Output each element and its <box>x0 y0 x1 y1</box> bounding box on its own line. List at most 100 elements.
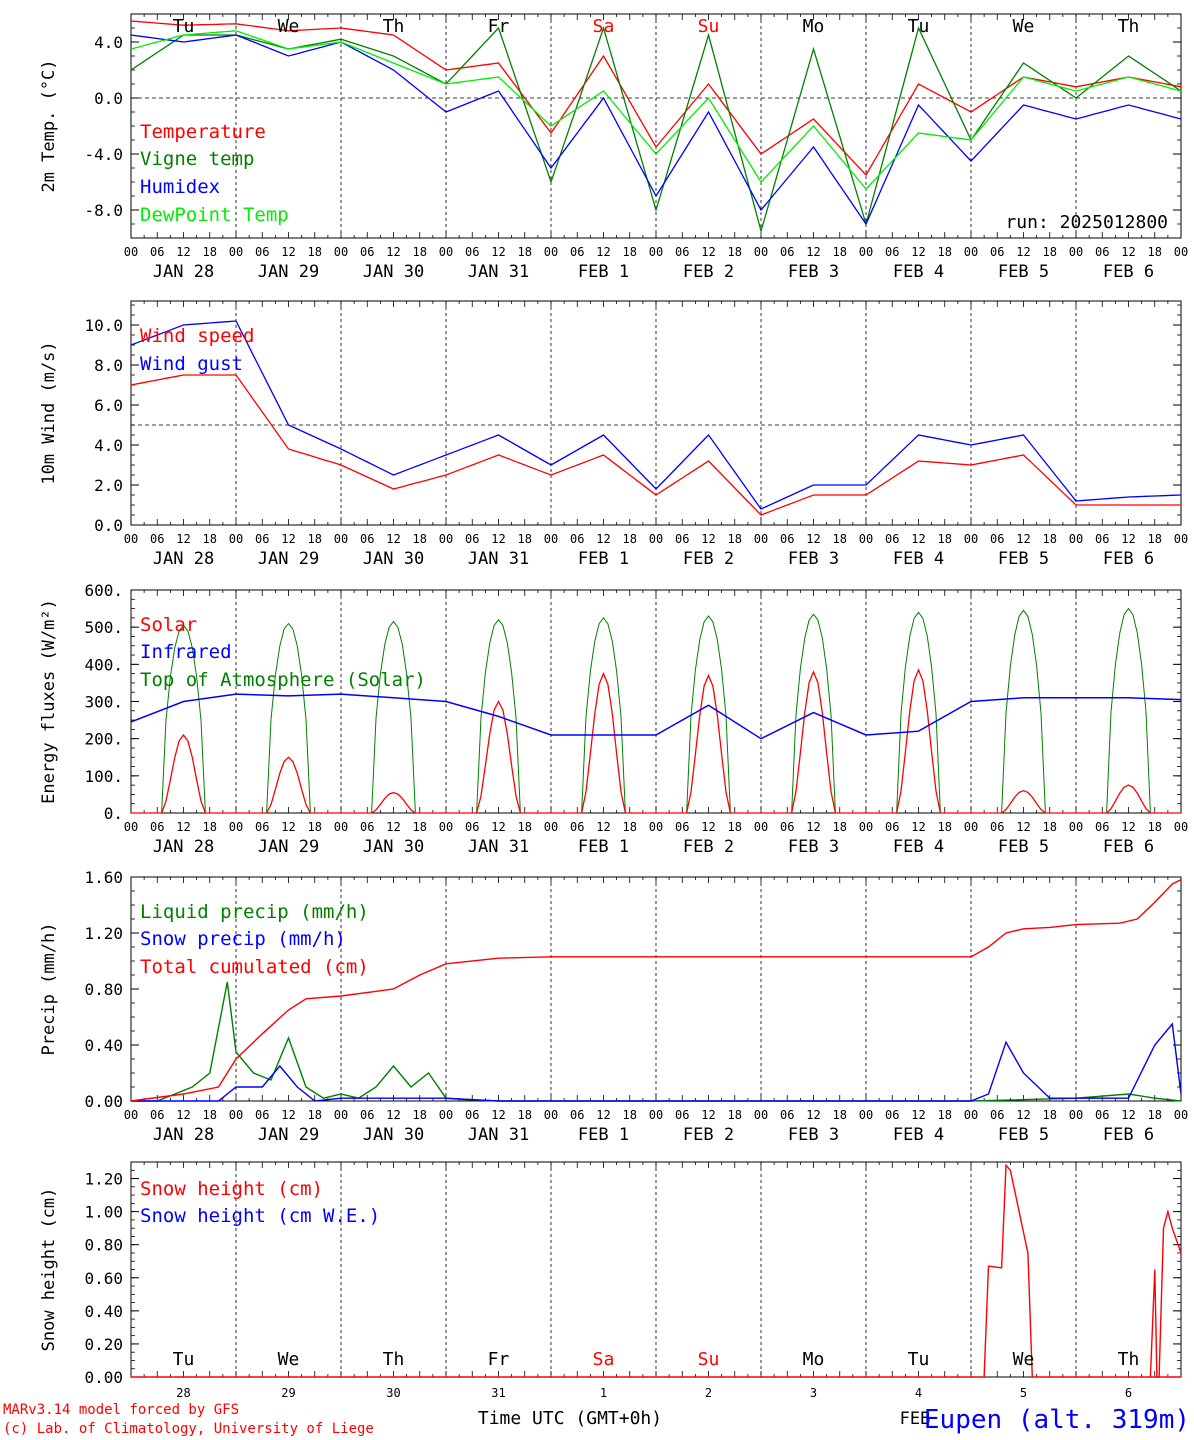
hour-tick-label: 12 <box>911 245 925 259</box>
date-label: FEB 6 <box>1103 549 1154 569</box>
date-label: JAN 31 <box>468 1125 529 1145</box>
hour-tick-label: 00 <box>439 820 453 834</box>
y-tick-label: 0.80 <box>84 1236 123 1255</box>
day-number-label: 28 <box>176 1386 190 1400</box>
hour-tick-label: 18 <box>1043 532 1057 546</box>
y-tick-label: 0.0 <box>94 516 123 535</box>
y-tick-label: 0. <box>104 804 123 823</box>
y-tick-label: 0.00 <box>84 1368 123 1387</box>
hour-tick-label: 06 <box>675 532 689 546</box>
hour-tick-label: 06 <box>360 532 374 546</box>
date-label: FEB 3 <box>788 837 839 857</box>
temperature-panel: 4.0 0.0 -4.0 -8.0 2m Temp. (°C) 00 06 12 18 00 06 1… <box>39 13 1188 282</box>
y-tick-label: 300. <box>84 693 123 712</box>
hour-tick-label: 12 <box>911 1108 925 1122</box>
legend-entry: Liquid precip (mm/h) <box>140 901 369 923</box>
hour-tick-label: 00 <box>649 1108 663 1122</box>
series-line <box>131 1022 1182 1102</box>
hour-tick-label: 00 <box>544 532 558 546</box>
hour-tick-label: 12 <box>596 1108 610 1122</box>
y-axis-label: 2m Temp. (°C) <box>39 59 59 192</box>
day-number-label: 6 <box>1125 1386 1132 1400</box>
hour-tick-label: 18 <box>203 1108 217 1122</box>
hour-tick-label: 18 <box>938 532 952 546</box>
hour-tick-label: 18 <box>413 245 427 259</box>
hour-tick-label: 06 <box>1095 245 1109 259</box>
hour-tick-label: 18 <box>728 245 742 259</box>
energy-panel: 600. 500. 400. 300. 200. 100. 0. Energy fluxes … <box>39 581 1188 857</box>
hour-tick-label: 12 <box>1016 1108 1030 1122</box>
hour-tick-label: 12 <box>1121 532 1135 546</box>
date-label: FEB 2 <box>683 1125 734 1145</box>
hour-tick-label: 18 <box>308 1108 322 1122</box>
weekday-label: We <box>278 1349 300 1370</box>
y-tick-label: 0.60 <box>84 1269 123 1288</box>
hour-tick-label: 00 <box>1174 532 1188 546</box>
hour-tick-label: 00 <box>964 1108 978 1122</box>
day-number-label: 29 <box>281 1386 295 1400</box>
hour-tick-label: 00 <box>544 245 558 259</box>
date-label: FEB 4 <box>893 837 944 857</box>
weekday-label: Sa <box>593 16 615 37</box>
hour-tick-label: 18 <box>1043 1108 1057 1122</box>
hour-tick-label: 12 <box>1016 245 1030 259</box>
hour-tick-label: 06 <box>1095 820 1109 834</box>
series-line <box>130 879 1182 1102</box>
hour-tick-label: 06 <box>990 820 1004 834</box>
y-tick-label: 10.0 <box>84 316 123 335</box>
legend-entry: Snow height (cm) <box>140 1178 323 1200</box>
date-label: JAN 30 <box>363 837 424 857</box>
hour-tick-label: 12 <box>701 532 715 546</box>
hour-tick-label: 06 <box>1095 1108 1109 1122</box>
y-tick-label: 1.00 <box>84 1203 123 1222</box>
hour-tick-label: 12 <box>281 245 295 259</box>
hour-tick-label: 00 <box>229 1108 243 1122</box>
date-label: FEB 5 <box>998 837 1049 857</box>
legend-entry: Wind speed <box>140 325 254 347</box>
date-label: JAN 28 <box>153 549 214 569</box>
hour-tick-label: 12 <box>386 820 400 834</box>
hour-tick-label: 18 <box>1148 245 1162 259</box>
hour-tick-label: 12 <box>176 820 190 834</box>
snow-panel: 1.20 1.00 0.80 0.60 0.40 0.20 0.00 Snow height … <box>39 1161 1182 1400</box>
hour-tick-label: 06 <box>990 245 1004 259</box>
hour-tick-label: 06 <box>465 1108 479 1122</box>
hour-tick-label: 12 <box>806 820 820 834</box>
y-tick-label: 100. <box>84 767 123 786</box>
hour-tick-label: 06 <box>675 245 689 259</box>
hour-tick-label: 18 <box>1148 532 1162 546</box>
hour-tick-label: 12 <box>911 532 925 546</box>
hour-tick-label: 18 <box>728 1108 742 1122</box>
run-label: run: 2025012800 <box>1005 212 1168 233</box>
hour-tick-label: 18 <box>308 245 322 259</box>
weekday-label: Tu <box>173 16 195 37</box>
y-tick-label: 6.0 <box>94 396 123 415</box>
hour-tick-label: 18 <box>1148 1108 1162 1122</box>
hour-tick-label: 18 <box>938 1108 952 1122</box>
date-label: FEB 6 <box>1103 262 1154 282</box>
legend-entry: Vigne temp <box>140 148 254 170</box>
hour-tick-label: 18 <box>938 820 952 834</box>
hour-tick-label: 12 <box>491 532 505 546</box>
hour-tick-label: 00 <box>1174 245 1188 259</box>
hour-tick-label: 18 <box>203 820 217 834</box>
hour-tick-label: 00 <box>334 1108 348 1122</box>
y-tick-label: 4.0 <box>94 33 123 52</box>
hour-tick-label: 00 <box>964 820 978 834</box>
weekday-label: Mo <box>803 16 825 37</box>
day-number-label: 2 <box>705 1386 712 1400</box>
hour-tick-label: 06 <box>570 532 584 546</box>
date-label: JAN 29 <box>258 549 319 569</box>
hour-tick-label: 18 <box>413 1108 427 1122</box>
date-label: FEB 2 <box>683 837 734 857</box>
y-tick-label: 1.20 <box>84 1170 123 1189</box>
day-number-label: 3 <box>810 1386 817 1400</box>
precip-panel: 1.60 1.20 0.80 0.40 0.00 Precip (mm/h) 00 06 12 1… <box>39 868 1188 1145</box>
hour-tick-label: 06 <box>570 1108 584 1122</box>
date-label: FEB 6 <box>1103 1125 1154 1145</box>
footer: MARv3.14 model forced by GFS (c) Lab. of… <box>3 1402 1190 1437</box>
legend-entry: DewPoint Temp <box>140 204 289 226</box>
date-label: JAN 29 <box>258 1125 319 1145</box>
y-tick-label: 4.0 <box>94 436 123 455</box>
